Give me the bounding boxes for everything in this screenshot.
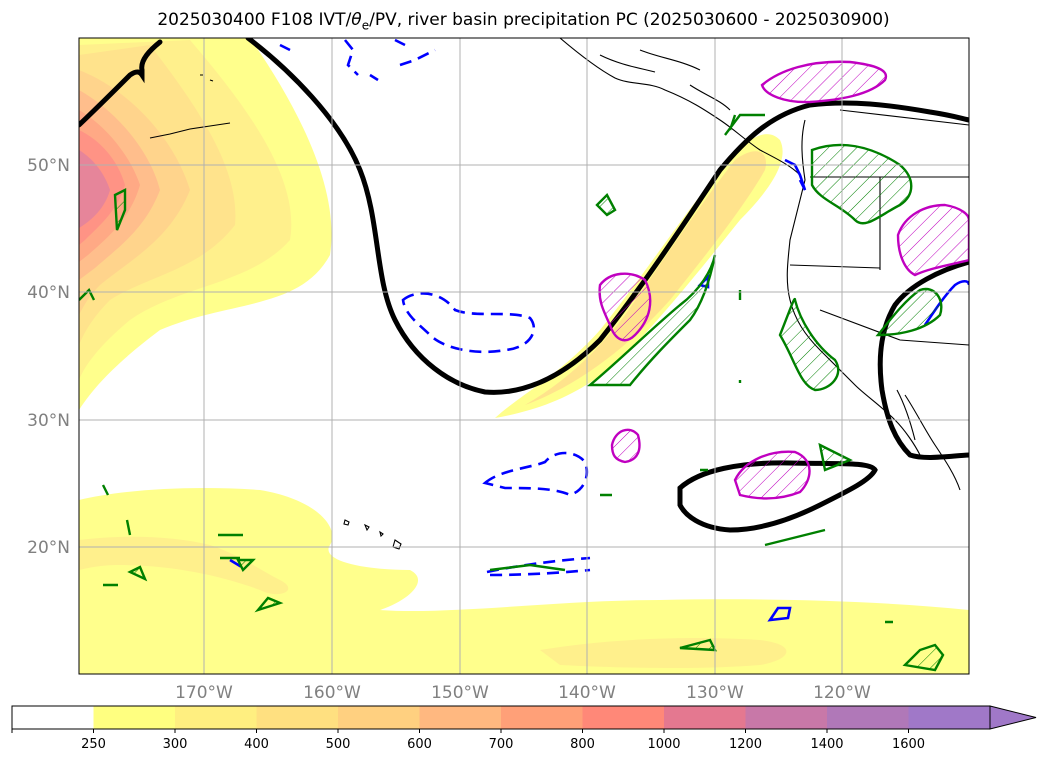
colorbar-tick-label: 1200: [729, 737, 762, 752]
colorbar-segment: [908, 706, 991, 729]
lat-label-50n: 50°N: [27, 156, 70, 176]
colorbar-segment: [93, 706, 176, 729]
colorbar-segment: [745, 706, 828, 729]
colorbar-tick-label: 1000: [647, 737, 680, 752]
colorbar-tick-label: 1400: [810, 737, 843, 752]
colorbar-tick-label: 700: [489, 737, 514, 752]
lon-label-130w: 130°W: [686, 683, 744, 703]
colorbar-segment: [827, 706, 909, 729]
colorbar: 250 300 400 500 600 700 800 1000 1200 1400 1600: [11, 705, 1037, 752]
colorbar-extend-arrow: [989, 705, 1037, 730]
precip-green-lines: [79, 113, 893, 624]
lon-label-120w: 120°W: [813, 683, 871, 703]
latitude-labels: 50°N 40°N 30°N 20°N: [27, 156, 70, 558]
lat-label-40n: 40°N: [27, 283, 70, 303]
colorbar-segment: [664, 706, 746, 729]
colorbar-tick-label: 300: [163, 737, 188, 752]
colorbar-segment: [338, 706, 420, 729]
longitude-labels: 170°W 160°W 150°W 140°W 130°W 120°W: [175, 683, 871, 703]
map-frame: [78, 37, 970, 675]
colorbar-tick-label: 600: [407, 737, 432, 752]
colorbar-tick-label: 500: [326, 737, 351, 752]
lon-label-170w: 170°W: [175, 683, 233, 703]
colorbar-segment: [501, 706, 583, 729]
colorbar-tick-label: 400: [244, 737, 269, 752]
precip-magenta-contours: [598, 60, 969, 500]
colorbar-tick-label: 1600: [892, 737, 925, 752]
colorbar-tick-label: 250: [81, 737, 106, 752]
lat-label-20n: 20°N: [27, 538, 70, 558]
colorbar-segment: [12, 706, 94, 729]
colorbar-segment: [175, 706, 257, 729]
colorbar-segment: [419, 706, 502, 729]
figure-title: 2025030400 F108 IVT/θe/PV, river basin p…: [157, 10, 890, 33]
gridlines: [79, 38, 969, 674]
lon-label-150w: 150°W: [431, 683, 489, 703]
colorbar-segment: [256, 706, 339, 729]
lat-label-30n: 30°N: [27, 411, 70, 431]
map-panel: [79, 38, 969, 674]
ivt-filled-contours: [79, 38, 969, 674]
colorbar-segment: [582, 706, 665, 729]
lon-label-140w: 140°W: [558, 683, 616, 703]
lon-label-160w: 160°W: [303, 683, 361, 703]
colorbar-tick-label: 800: [570, 737, 595, 752]
